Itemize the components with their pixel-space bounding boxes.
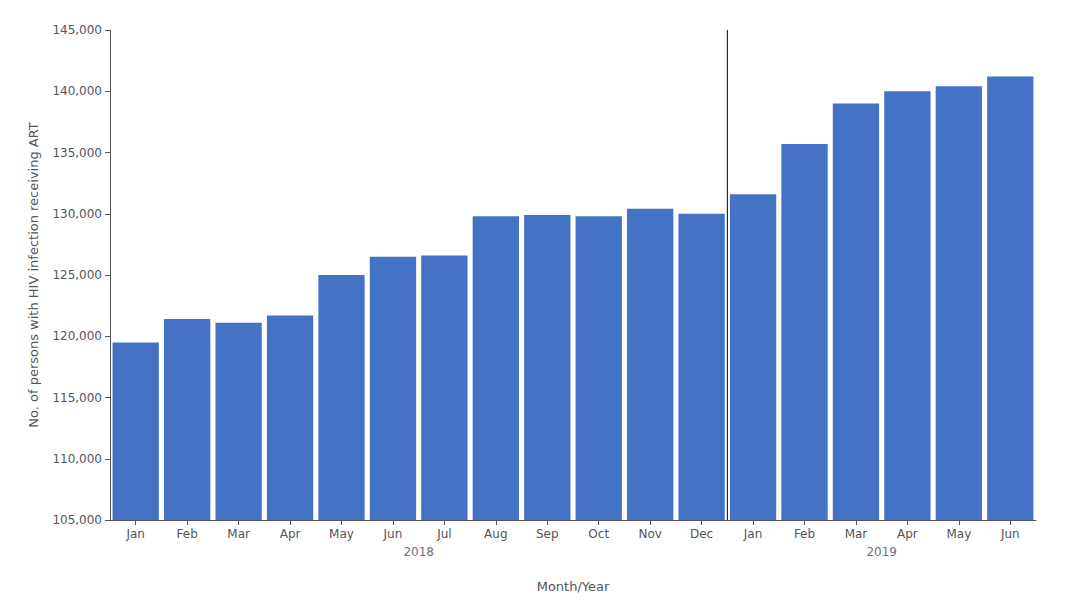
svg-text:Month/Year: Month/Year (537, 579, 610, 594)
svg-text:May: May (329, 527, 354, 541)
svg-text:Mar: Mar (227, 527, 250, 541)
svg-text:135,000: 135,000 (52, 146, 102, 160)
svg-text:Feb: Feb (177, 527, 198, 541)
svg-text:Oct: Oct (588, 527, 609, 541)
svg-text:125,000: 125,000 (52, 268, 102, 282)
svg-text:110,000: 110,000 (52, 452, 102, 466)
svg-text:Feb: Feb (794, 527, 815, 541)
svg-text:Apr: Apr (280, 527, 301, 541)
svg-text:140,000: 140,000 (52, 84, 102, 98)
svg-text:Jun: Jun (383, 527, 403, 541)
svg-text:Apr: Apr (897, 527, 918, 541)
svg-text:105,000: 105,000 (52, 513, 102, 527)
svg-text:Jun: Jun (1000, 527, 1020, 541)
svg-text:Aug: Aug (484, 527, 507, 541)
svg-text:120,000: 120,000 (52, 329, 102, 343)
svg-text:Sep: Sep (536, 527, 559, 541)
svg-text:130,000: 130,000 (52, 207, 102, 221)
svg-text:2019: 2019 (866, 545, 897, 559)
svg-text:May: May (946, 527, 971, 541)
svg-text:Mar: Mar (845, 527, 868, 541)
svg-text:Jul: Jul (436, 527, 451, 541)
svg-text:Jan: Jan (125, 527, 145, 541)
svg-text:Jan: Jan (743, 527, 763, 541)
svg-text:No. of persons with HIV infect: No. of persons with HIV infection receiv… (26, 122, 41, 428)
svg-text:Nov: Nov (638, 527, 661, 541)
svg-text:145,000: 145,000 (52, 23, 102, 37)
svg-text:2018: 2018 (403, 545, 434, 559)
svg-text:Dec: Dec (690, 527, 713, 541)
svg-text:115,000: 115,000 (52, 391, 102, 405)
